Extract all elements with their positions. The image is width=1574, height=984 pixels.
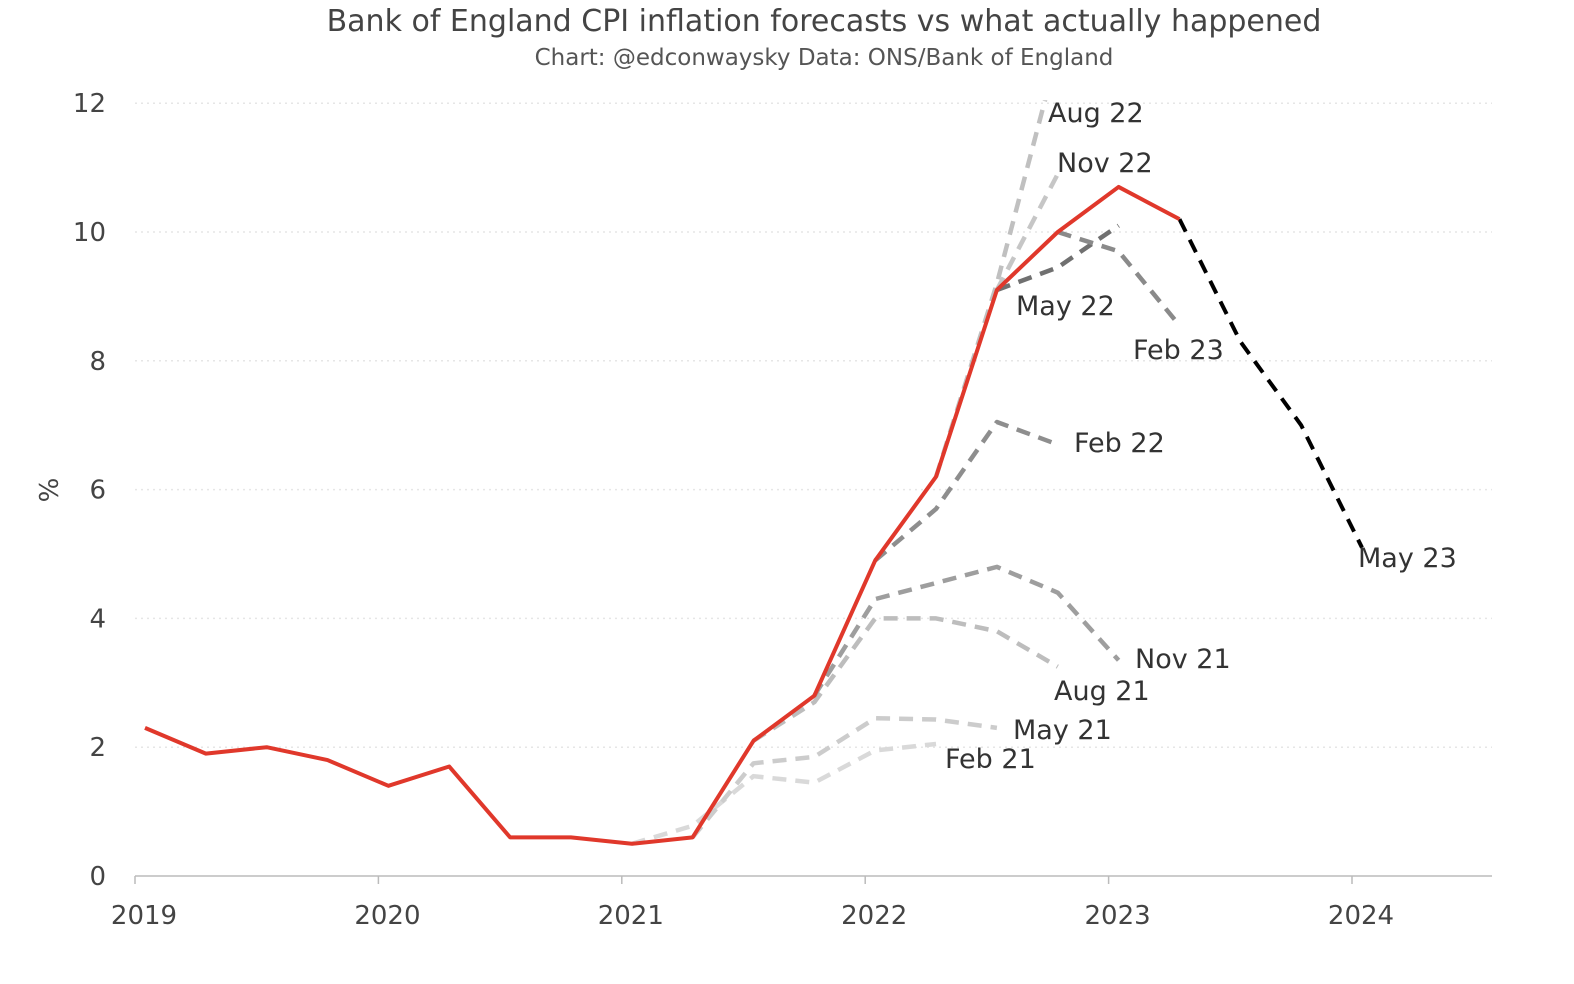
series-label: May 23: [1358, 543, 1457, 574]
x-tick-label: 2023: [1085, 901, 1151, 931]
forecast-line-may-21: [690, 715, 998, 839]
series-label: Aug 21: [1054, 676, 1150, 707]
series-label: Feb 22: [1074, 428, 1165, 459]
series-label: May 22: [1016, 291, 1115, 322]
series-label: Nov 21: [1135, 644, 1231, 675]
forecast-line-aug-22: [933, 100, 1048, 478]
forecast-line-aug-21: [752, 616, 1059, 743]
x-tick-label: 2019: [111, 901, 177, 931]
x-tick-label: 2020: [354, 901, 420, 931]
y-tick-label: 12: [73, 89, 106, 119]
series-lines: [144, 100, 1364, 846]
series-label: Nov 22: [1057, 148, 1153, 179]
axes: 0 2 4 6 8 10 12 2019 2020 2021 2022 2023 2024: [73, 89, 1492, 931]
y-tick-label: 6: [89, 476, 106, 506]
series-label: Aug 22: [1048, 98, 1144, 129]
series-label: Feb 23: [1133, 335, 1224, 366]
y-axis-label: %: [35, 478, 65, 503]
forecast-line-nov-21: [812, 564, 1121, 697]
y-tick-label: 4: [89, 604, 106, 634]
y-tick-label: 0: [89, 862, 106, 892]
forecast-line-may-23: [1177, 218, 1364, 549]
forecast-line-feb-23: [1057, 229, 1182, 327]
y-tick-label: 10: [73, 218, 106, 248]
x-tick-label: 2024: [1328, 901, 1394, 931]
actual-cpi-line: [144, 184, 1181, 846]
series-label: Feb 21: [945, 744, 1036, 775]
forecast-line-feb-22: [873, 419, 1059, 563]
chart-subtitle: Chart: @edconwaysky Data: ONS/Bank of En…: [534, 45, 1114, 71]
x-tick-label: 2021: [598, 901, 664, 931]
forecast-line-feb-21: [631, 741, 937, 846]
gridlines: [135, 102, 1492, 748]
x-tick-label: 2022: [841, 901, 907, 931]
y-tick-label: 8: [89, 347, 106, 377]
series-label: May 21: [1013, 715, 1112, 746]
y-tick-label: 2: [89, 733, 106, 763]
chart-title: Bank of England CPI inflation forecasts …: [326, 4, 1322, 39]
